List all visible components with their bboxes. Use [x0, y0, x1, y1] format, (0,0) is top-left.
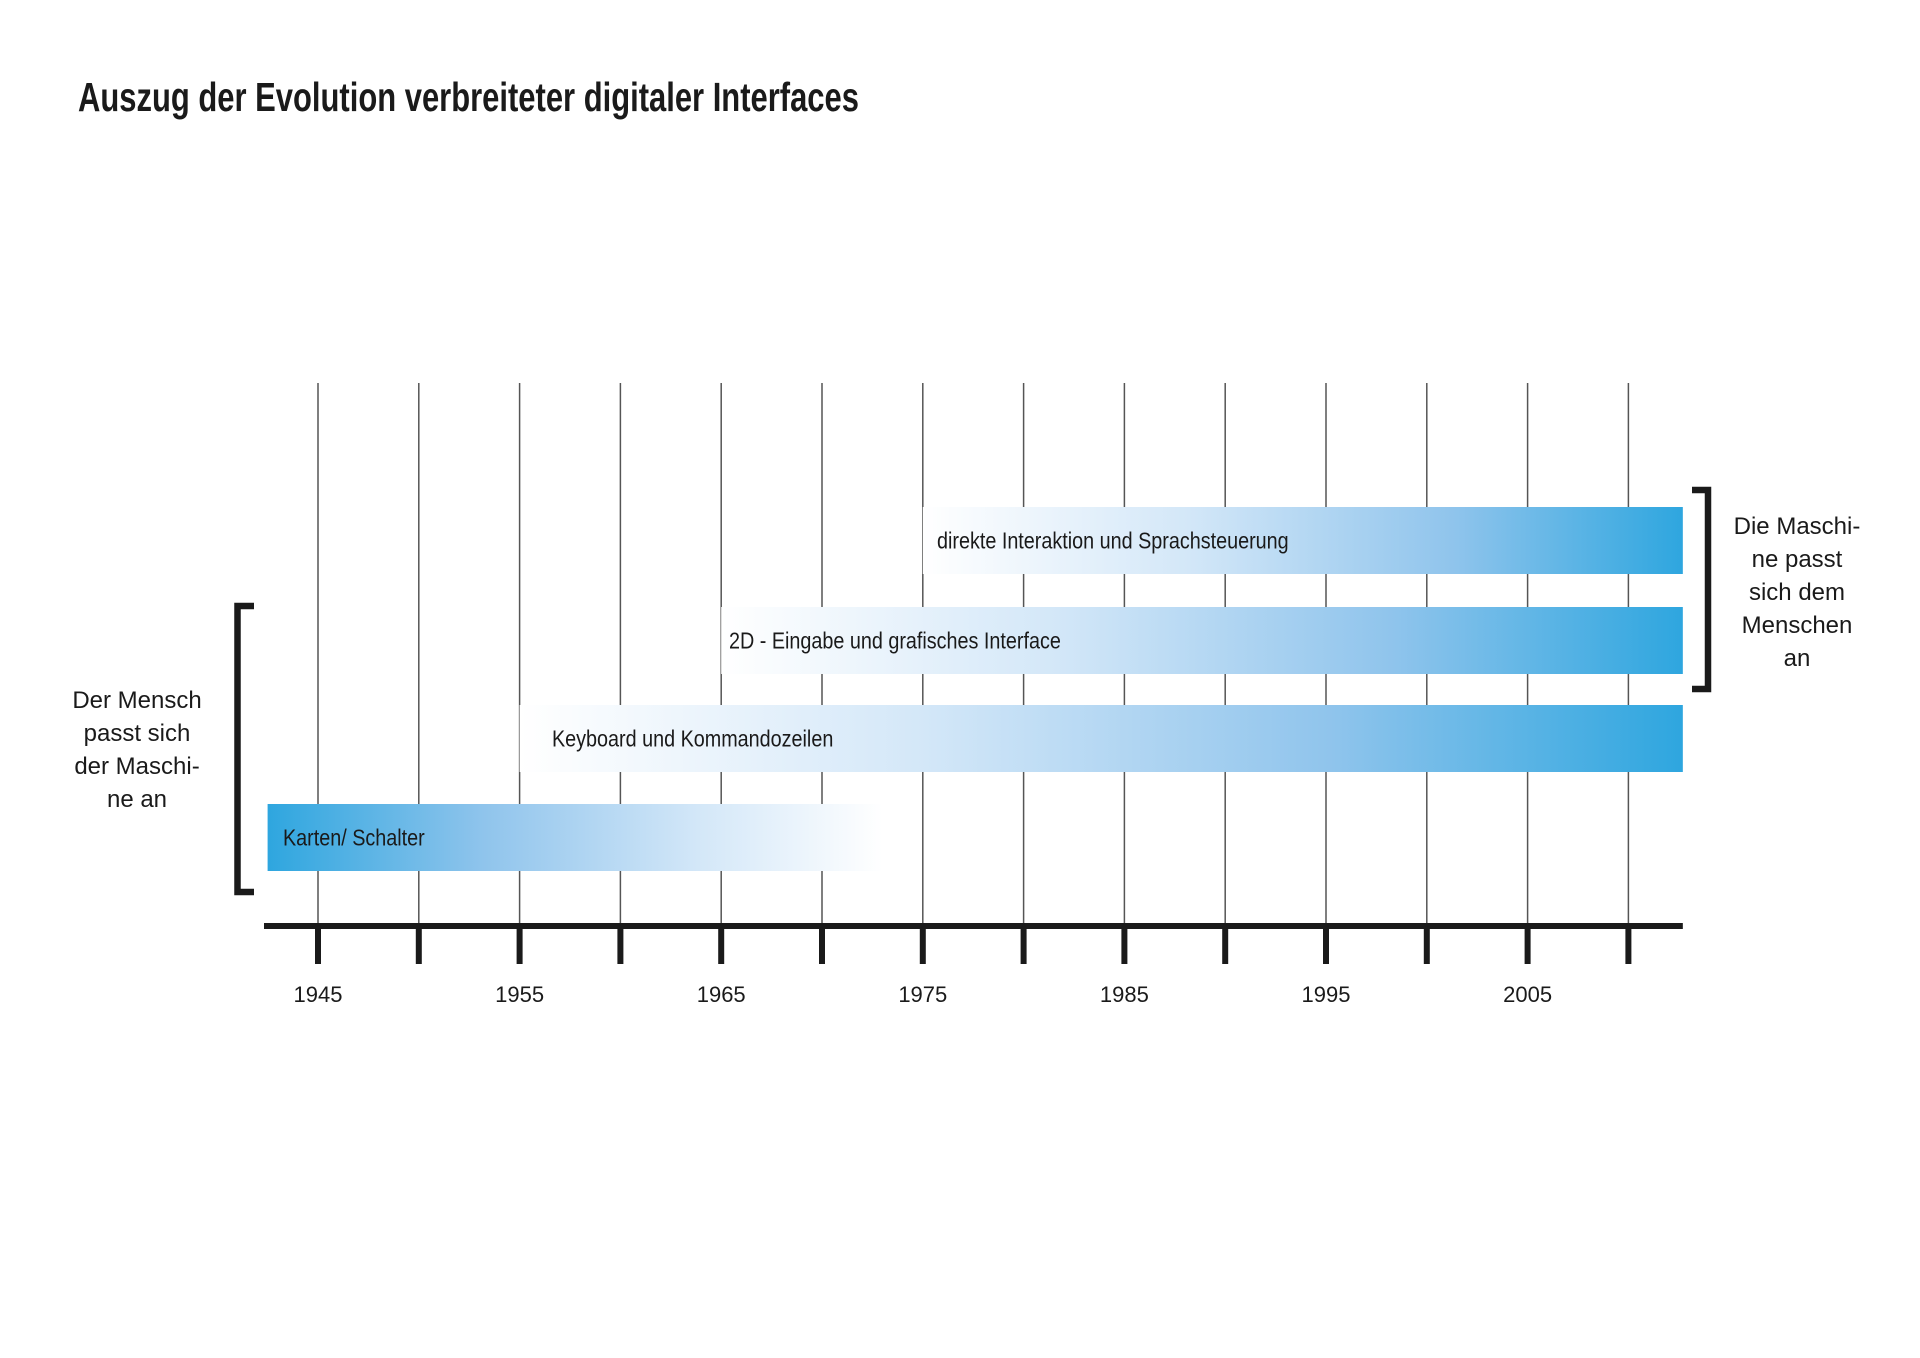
bar-label: Karten/ Schalter	[283, 825, 425, 851]
bars: Karten/ Schalter Keyboard und Kommandozei…	[267, 507, 1683, 871]
left-bracket	[234, 602, 254, 896]
bar	[721, 607, 1683, 674]
right-bracket	[1692, 486, 1712, 693]
chart-title: Auszug der Evolution verbreiteter digita…	[78, 74, 859, 120]
bar-label: 2D - Eingabe und grafisches Interface	[729, 628, 1061, 654]
right-annotation-line: sich dem	[1748, 579, 1846, 606]
x-axis: 1945 1955 1965 1975 1985 1995 2005	[264, 923, 1683, 1007]
right-annotation-line: Die Maschi-	[1733, 513, 1861, 540]
tick-label: 2005	[1503, 982, 1552, 1007]
bar	[922, 507, 1683, 574]
tick-label: 1975	[898, 982, 947, 1007]
tick-label: 1985	[1100, 982, 1149, 1007]
left-annotation-line: passt sich	[83, 720, 191, 747]
bar	[519, 705, 1683, 772]
tick-label: 1945	[294, 982, 343, 1007]
right-annotation-line: an	[1783, 645, 1811, 672]
left-annotation-line: der Maschi-	[74, 753, 200, 780]
right-annotation-line: Menschen	[1741, 612, 1853, 639]
brackets	[234, 486, 1712, 896]
left-annotation: Der Mensch passt sich der Maschi- ne an	[57, 684, 217, 816]
right-annotation: Die Maschi- ne passt sich dem Menschen a…	[1717, 510, 1877, 675]
tick-label: 1965	[697, 982, 746, 1007]
left-annotation-line: ne an	[106, 786, 168, 813]
left-annotation-line: Der Mensch	[72, 687, 202, 714]
tick-label: 1995	[1302, 982, 1351, 1007]
bar-label: direkte Interaktion und Sprachsteuerung	[937, 528, 1289, 554]
bar	[267, 804, 883, 871]
right-annotation-line: ne passt	[1751, 546, 1843, 573]
bar-label: Keyboard und Kommandozeilen	[552, 726, 833, 752]
tick-label: 1955	[495, 982, 544, 1007]
